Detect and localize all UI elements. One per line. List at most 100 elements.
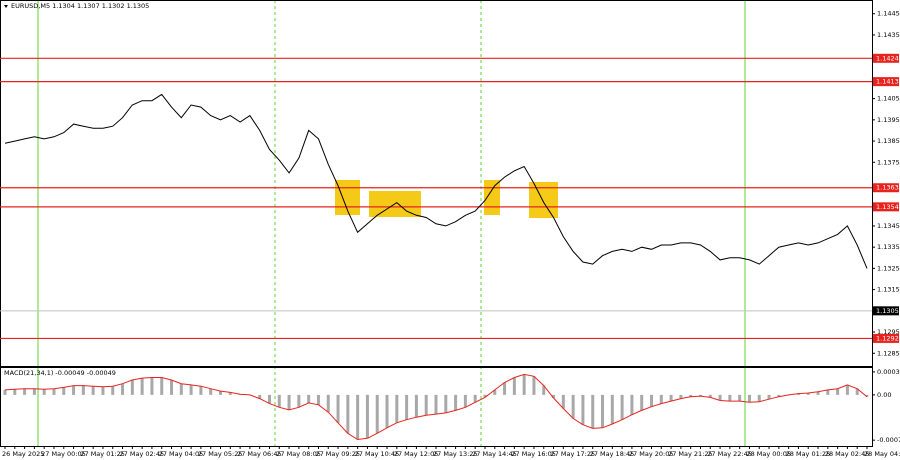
macd-bar bbox=[42, 389, 46, 395]
macd-bar bbox=[375, 394, 379, 434]
level-label-box bbox=[873, 77, 899, 87]
macd-bar bbox=[111, 386, 115, 395]
macd-bar bbox=[865, 394, 869, 397]
x-tick-label: 27 May 12:05 bbox=[394, 450, 439, 458]
macd-bar bbox=[101, 386, 105, 395]
macd-bar bbox=[454, 394, 458, 411]
macd-bar bbox=[826, 389, 830, 395]
macd-bar bbox=[405, 394, 409, 420]
y-tick-label: 1.1375 bbox=[877, 158, 900, 166]
x-tick-label: 27 May 08:05 bbox=[276, 450, 321, 458]
macd-bar bbox=[121, 383, 125, 395]
macd-bar bbox=[659, 394, 663, 404]
main-frame bbox=[0, 0, 873, 367]
macd-bar bbox=[434, 394, 438, 415]
x-tick-label: 28 May 01:25 bbox=[786, 450, 831, 458]
macd-bar bbox=[845, 384, 849, 395]
macd-bar bbox=[219, 391, 222, 395]
macd-bar bbox=[81, 385, 85, 395]
macd-bar bbox=[728, 394, 732, 402]
macd-bar bbox=[542, 385, 546, 395]
macd-bar bbox=[561, 394, 565, 409]
x-tick-label: 27 May 17:25 bbox=[551, 450, 596, 458]
level-label-box bbox=[873, 183, 899, 193]
x-tick-label: 27 May 20:05 bbox=[629, 450, 674, 458]
macd-bar bbox=[32, 388, 36, 395]
x-tick-label: 28 May 04:05 bbox=[864, 450, 900, 458]
y-tick-label: 1.1445 bbox=[877, 10, 900, 18]
y-tick-label: 1.1285 bbox=[877, 349, 900, 357]
level-label-box bbox=[873, 333, 899, 343]
macd-bar bbox=[610, 394, 614, 425]
y-tick-label: 1.1295 bbox=[877, 328, 900, 336]
macd-bar bbox=[836, 388, 840, 395]
y-tick-label: 1.1325 bbox=[877, 264, 900, 272]
macd-bar bbox=[258, 394, 262, 399]
x-tick-label: 27 May 13:25 bbox=[433, 450, 478, 458]
x-tick-label: 28 May 00:05 bbox=[746, 450, 791, 458]
macd-bar bbox=[493, 389, 497, 395]
y-tick-label: 1.1395 bbox=[877, 116, 900, 124]
macd-bar bbox=[365, 394, 369, 439]
x-tick-label: 27 May 22:45 bbox=[707, 450, 752, 458]
macd-bar bbox=[522, 374, 526, 395]
macd-bar bbox=[503, 382, 507, 395]
y-tick-label: 1.1435 bbox=[877, 31, 900, 39]
macd-bar bbox=[698, 394, 702, 397]
y-tick-label: 1.1345 bbox=[877, 222, 900, 230]
level-label: 1.1354 bbox=[876, 203, 899, 211]
macd-bar bbox=[640, 394, 644, 411]
price-line bbox=[4, 93, 868, 269]
y-tick-label: 1.1335 bbox=[877, 243, 900, 251]
macd-bar bbox=[708, 394, 712, 398]
macd-bar bbox=[13, 389, 17, 395]
x-tick-label: 27 May 18:45 bbox=[590, 450, 635, 458]
x-tick-label: 27 May 09:25 bbox=[315, 450, 360, 458]
macd-bar bbox=[160, 377, 164, 395]
macd-bar bbox=[855, 388, 859, 395]
macd-bar bbox=[630, 394, 634, 415]
macd-bar bbox=[679, 394, 683, 399]
macd-bar bbox=[297, 394, 301, 408]
y-tick-label: -0.00073 bbox=[877, 436, 900, 444]
x-tick-label: 27 May 10:45 bbox=[355, 450, 400, 458]
y-tick-label: 1.1315 bbox=[877, 286, 900, 294]
macd-bar bbox=[179, 383, 183, 395]
macd-bar bbox=[356, 394, 360, 440]
macd-bar bbox=[512, 377, 516, 395]
macd-bar bbox=[336, 394, 340, 423]
macd-bar bbox=[532, 376, 536, 395]
x-tick-label: 27 May 21:25 bbox=[668, 450, 713, 458]
macd-bar bbox=[199, 386, 203, 395]
macd-bar bbox=[571, 394, 575, 419]
y-tick-label: 1.1405 bbox=[877, 95, 900, 103]
frames bbox=[0, 0, 873, 447]
macd-bar bbox=[757, 394, 761, 402]
macd-bar bbox=[130, 379, 134, 395]
x-tick-label: 27 May 14:45 bbox=[472, 450, 517, 458]
macd-title: MACD(21,34,1) -0.00049 -0.00049 bbox=[4, 369, 116, 377]
x-tick-label: 27 May 01:25 bbox=[80, 450, 125, 458]
x-tick-label: 27 May 04:05 bbox=[159, 450, 204, 458]
macd-bar bbox=[414, 394, 418, 418]
y-tick-label: 0.00037 bbox=[877, 368, 900, 376]
macd-bar bbox=[72, 385, 76, 395]
macd-bar bbox=[581, 394, 585, 425]
x-tick-label: 27 May 06:45 bbox=[237, 450, 282, 458]
last-price-label: 1.1305 bbox=[876, 307, 899, 315]
macd-bar bbox=[796, 393, 800, 395]
macd-bar bbox=[170, 379, 174, 395]
level-label: 1.1413 bbox=[876, 78, 899, 86]
macd-bar bbox=[483, 394, 487, 398]
y-tick-label: 1.1385 bbox=[877, 137, 900, 145]
macd-bar bbox=[620, 394, 624, 420]
macd-bar bbox=[307, 394, 311, 403]
macd-bar bbox=[150, 377, 154, 395]
macd-bar bbox=[591, 394, 595, 429]
macd-bar bbox=[91, 386, 95, 395]
level-label: 1.1363 bbox=[876, 184, 899, 192]
level-label-box bbox=[873, 53, 899, 63]
level-label-box bbox=[873, 202, 899, 212]
